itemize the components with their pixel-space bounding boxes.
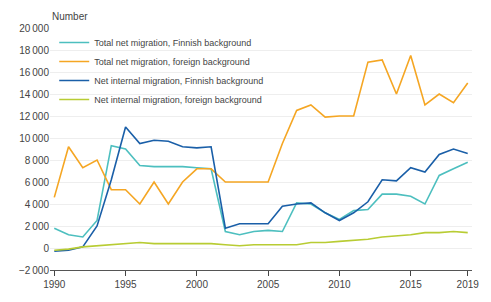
svg-text:18 000: 18 000 bbox=[19, 45, 49, 56]
svg-text:2010: 2010 bbox=[328, 279, 351, 290]
svg-text:−2 000: −2 000 bbox=[19, 265, 50, 276]
svg-text:10 000: 10 000 bbox=[19, 133, 49, 144]
svg-text:14 000: 14 000 bbox=[19, 89, 49, 100]
svg-text:Number: Number bbox=[52, 11, 88, 22]
svg-text:0: 0 bbox=[43, 243, 49, 254]
svg-text:20 000: 20 000 bbox=[19, 23, 49, 34]
svg-text:16 000: 16 000 bbox=[19, 67, 49, 78]
svg-text:8 000: 8 000 bbox=[25, 155, 50, 166]
svg-text:Net internal migration, foreig: Net internal migration, foreign backgrou… bbox=[94, 95, 262, 105]
svg-text:6 000: 6 000 bbox=[25, 177, 50, 188]
svg-text:1995: 1995 bbox=[114, 279, 137, 290]
svg-text:2 000: 2 000 bbox=[25, 221, 50, 232]
svg-text:Total net migration, foreign b: Total net migration, foreign background bbox=[94, 57, 250, 67]
svg-text:12 000: 12 000 bbox=[19, 111, 49, 122]
svg-text:2005: 2005 bbox=[257, 279, 280, 290]
svg-text:2019: 2019 bbox=[457, 279, 480, 290]
svg-text:Net internal migration, Finnis: Net internal migration, Finnish backgrou… bbox=[94, 76, 263, 86]
svg-text:Total net migration, Finnish b: Total net migration, Finnish background bbox=[94, 38, 251, 48]
svg-text:1990: 1990 bbox=[43, 279, 66, 290]
svg-text:2000: 2000 bbox=[186, 279, 209, 290]
svg-text:4 000: 4 000 bbox=[25, 199, 50, 210]
svg-text:2015: 2015 bbox=[400, 279, 423, 290]
